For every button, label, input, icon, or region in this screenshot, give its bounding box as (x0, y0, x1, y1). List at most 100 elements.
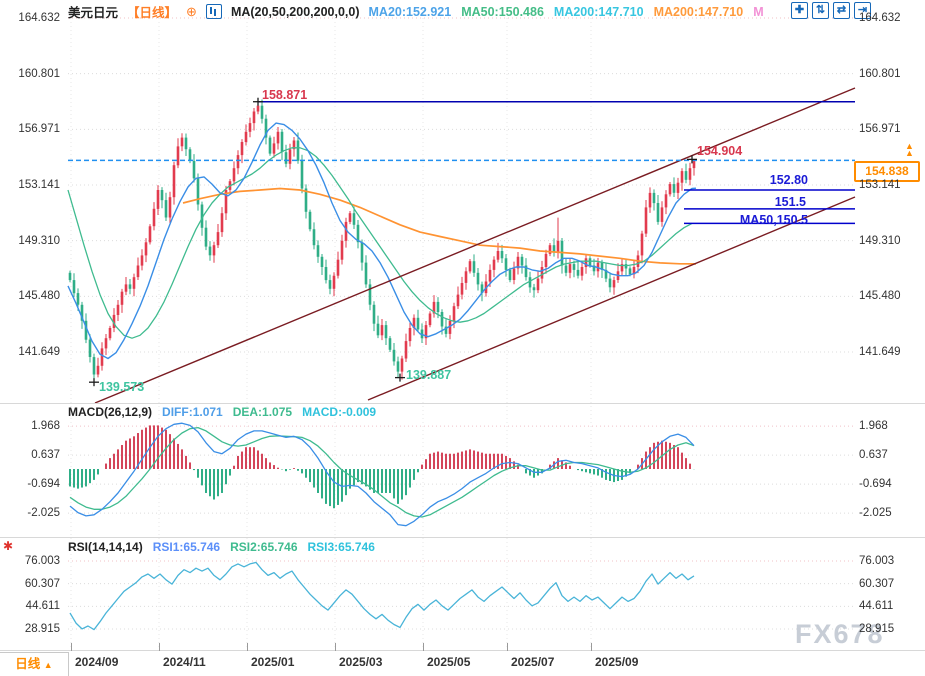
rsi-y-label-right: 44.611 (859, 600, 894, 613)
candle-body (180, 137, 184, 147)
candle-body (492, 259, 496, 270)
rsi-line (69, 561, 695, 631)
candle-body (144, 242, 148, 256)
candle-body (660, 207, 664, 222)
candle-body (300, 160, 304, 189)
candle-body (644, 207, 648, 234)
candle-body (348, 213, 352, 222)
add-indicator-icon[interactable]: ⊕ (186, 3, 197, 19)
candle-body (132, 277, 136, 289)
candle-body (208, 246, 212, 256)
x-axis-scale-icon[interactable]: ⇄ (833, 2, 850, 19)
candle-body (612, 280, 616, 288)
kline-style-icon[interactable] (205, 4, 222, 19)
ma-value-label: MA50:150.486 (461, 4, 544, 19)
candle-body (240, 142, 244, 156)
x-axis-label: 2025/01 (251, 655, 295, 669)
rsi-y-label-right: 76.003 (859, 555, 895, 567)
candle-body (76, 293, 80, 305)
candle-body (448, 320, 452, 334)
candle-body (364, 262, 368, 285)
go-to-latest-icon[interactable]: ⇥ (854, 2, 871, 19)
fx678-watermark: FX678 (795, 619, 885, 649)
x-axis-label: 2025/03 (339, 655, 383, 669)
panel-divider (0, 537, 925, 538)
candle-body (84, 320, 88, 340)
candle-body (292, 140, 296, 150)
candle-body (96, 365, 100, 375)
x-axis-border (0, 650, 925, 651)
candle-body (488, 269, 492, 282)
candle-body (344, 221, 348, 241)
candle-body (620, 264, 624, 272)
macd-header-item: MACD:-0.009 (302, 405, 377, 419)
price-chart-canvas[interactable]: 158.871 152.80 151.5 MA50,150.5 154.904 139.5… (0, 0, 925, 650)
candle-body (212, 245, 216, 256)
x-axis-tick (591, 643, 592, 651)
ma200-line (182, 187, 697, 265)
candle-body (136, 265, 140, 278)
candle-body (480, 284, 484, 294)
macd-y-label-right: 0.637 (859, 449, 888, 462)
level-label: 151.5 (775, 195, 806, 209)
candle-body (564, 265, 568, 273)
candle-body (264, 118, 268, 138)
candle-body (320, 256, 324, 267)
level-label: 152.80 (770, 173, 808, 187)
x-axis-tick (247, 643, 248, 651)
macd-y-label-left: 1.968 (31, 420, 60, 433)
x-axis-tick (507, 643, 508, 651)
candle-body (116, 304, 120, 315)
candle-body (332, 275, 336, 289)
candle-body (512, 268, 516, 280)
candle-body (464, 271, 468, 283)
x-axis-label: 2024/11 (163, 655, 206, 669)
candle-body (472, 261, 476, 273)
ma50-line (67, 147, 693, 339)
candle-body (624, 264, 628, 269)
macd-y-label-left: 0.637 (31, 449, 60, 462)
candle-body (508, 269, 512, 281)
main-y-label-right: 160.801 (859, 67, 901, 80)
candle-body (100, 348, 104, 366)
candle-body (328, 280, 332, 289)
rsi-header-item: RSI2:65.746 (230, 540, 298, 554)
ma-values: MA20:152.921 MA50:150.486 MA200:147.710 MA2… (369, 5, 764, 19)
candle-body (556, 240, 560, 253)
main-y-label-left: 145.480 (18, 290, 60, 303)
candle-body (236, 155, 240, 169)
candle-body (336, 259, 340, 276)
main-y-label-right: 153.141 (859, 178, 901, 191)
candle-body (168, 197, 172, 218)
macd-y-label-left: -2.025 (27, 507, 60, 520)
candle-body (268, 137, 272, 154)
candle-body (164, 200, 168, 218)
y-axis-scale-icon[interactable]: ⇅ (812, 2, 829, 19)
candle-body (468, 261, 472, 272)
candle-body (140, 255, 144, 266)
trend-channel-line (367, 196, 856, 401)
rsi-header: RSI(14,14,14) RSI1:65.746 RSI2:65.746 RSI3:… (68, 540, 375, 554)
candle-body (532, 287, 536, 291)
candle-body (628, 268, 632, 275)
candle-body (340, 240, 344, 260)
candle-body (92, 357, 96, 375)
candle-body (668, 184, 672, 195)
candle-body (284, 152, 288, 164)
candle-body (412, 317, 416, 328)
trend-channel-line (94, 87, 856, 404)
x-axis-label: 2025/05 (427, 655, 471, 669)
candle-body (68, 272, 72, 281)
candle-body (72, 280, 76, 294)
candle-body (528, 277, 532, 288)
candle-body (456, 294, 460, 307)
period-selector[interactable]: 日线 ▲ (0, 652, 69, 676)
rsi-y-label-right: 60.307 (859, 577, 895, 590)
pan-move-icon[interactable]: ✚ (791, 2, 808, 19)
candle-body (88, 339, 92, 357)
candle-body (312, 229, 316, 246)
candle-body (688, 168, 692, 180)
indicator-settings-icon[interactable]: ✱ (3, 539, 14, 553)
candle-body (676, 182, 680, 193)
candle-body (460, 283, 464, 295)
